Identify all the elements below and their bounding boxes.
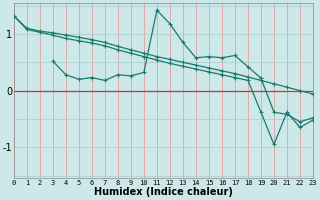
X-axis label: Humidex (Indice chaleur): Humidex (Indice chaleur) — [94, 187, 233, 197]
